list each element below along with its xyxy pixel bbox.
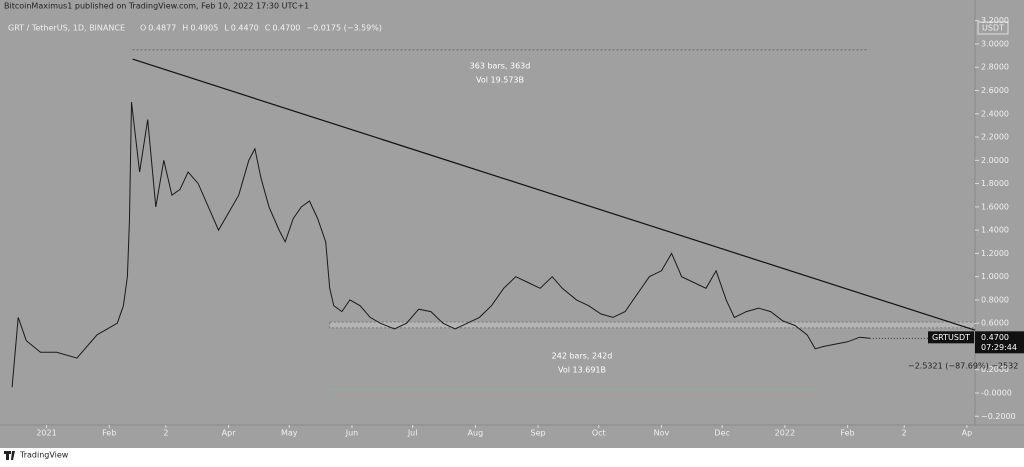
publisher: BitcoinMaximus1 published on TradingView… <box>4 2 309 11</box>
ohlc-item: 0.4877 <box>148 24 176 33</box>
price-line <box>11 102 870 388</box>
x-tick-label: Aug <box>468 429 484 438</box>
ohlc-item: O <box>140 24 146 33</box>
x-tick-label: Feb <box>840 429 854 438</box>
logo <box>4 451 15 460</box>
x-tick-label: Nov <box>654 429 670 438</box>
measure-label: Vol 13.691B <box>558 366 606 375</box>
y-tick-label: 2.8000 <box>981 63 1009 72</box>
price-tag <box>975 331 1024 354</box>
y-tick-label: 1.0000 <box>981 272 1009 281</box>
ohlc-item: C <box>265 24 271 33</box>
support-band <box>329 321 976 329</box>
x-tick-label: May <box>281 429 298 438</box>
x-tick-label: Oct <box>592 429 606 438</box>
ohlc-item: 0.4470 <box>231 24 259 33</box>
last-price: 0.4700 <box>981 333 1009 342</box>
ohlc-item: −0.0175 (−3.59%) <box>306 24 382 33</box>
x-tick-label: Sep <box>531 429 546 438</box>
x-tick-label: 2 <box>163 429 168 438</box>
y-tick-label: 1.4000 <box>981 226 1009 235</box>
y-tick-label: 2.2000 <box>981 133 1009 142</box>
x-tick-label: Jun <box>345 429 359 438</box>
unit-box <box>977 21 1009 35</box>
x-tick-label: Apr <box>222 429 237 438</box>
ohlc-item: 0.4700 <box>272 24 300 33</box>
y-tick-label: 1.6000 <box>981 202 1009 211</box>
y-tick-label: 2.0000 <box>981 156 1009 165</box>
x-tick-label: Dec <box>714 429 729 438</box>
countdown: 07:29:44 <box>981 343 1017 352</box>
y-tick-label: 3.2000 <box>981 16 1009 25</box>
measure-label: −2.5321 (−87.69%) −2532 <box>908 362 1018 371</box>
y-tick-label: 0.6000 <box>981 319 1009 328</box>
y-tick-label: 1.8000 <box>981 179 1009 188</box>
footer-brand: TradingView <box>19 451 69 460</box>
measure-label: Vol 19.573B <box>476 76 524 85</box>
trendline <box>132 58 976 331</box>
measure-label: 242 bars, 242d <box>552 352 613 361</box>
chart-title: GRT / TetherUS, 1D, BINANCE <box>8 24 125 33</box>
y-tick-label: 2.6000 <box>981 86 1009 95</box>
y-tick-label: 0.2000 <box>981 365 1009 374</box>
chart-background <box>0 0 1024 448</box>
x-tick-label: Jul <box>407 429 418 438</box>
x-tick-label: Ap <box>962 429 973 438</box>
y-tick-label: -0.0000 <box>981 389 1012 398</box>
x-tick-label: 2021 <box>36 429 56 438</box>
y-tick-label: 0.8000 <box>981 295 1009 304</box>
ohlc-item: H <box>182 24 188 33</box>
y-unit: USDT <box>982 24 1004 33</box>
y-tick-label: 2.4000 <box>981 109 1009 118</box>
y-tick-label: 3.0000 <box>981 39 1009 48</box>
y-tick-label: −0.2000 <box>981 412 1016 421</box>
symbol-label: GRTUSDT <box>932 333 970 342</box>
y-tick-label: 1.2000 <box>981 249 1009 258</box>
ohlc-item: L <box>224 24 229 33</box>
measure-label: 363 bars, 363d <box>470 62 531 71</box>
x-tick-label: 2 <box>902 429 907 438</box>
symbol-tag <box>928 331 974 344</box>
x-tick-label: 2022 <box>775 429 795 438</box>
x-tick-label: Feb <box>102 429 116 438</box>
ohlc-item: 0.4905 <box>190 24 218 33</box>
footer <box>0 448 1024 463</box>
